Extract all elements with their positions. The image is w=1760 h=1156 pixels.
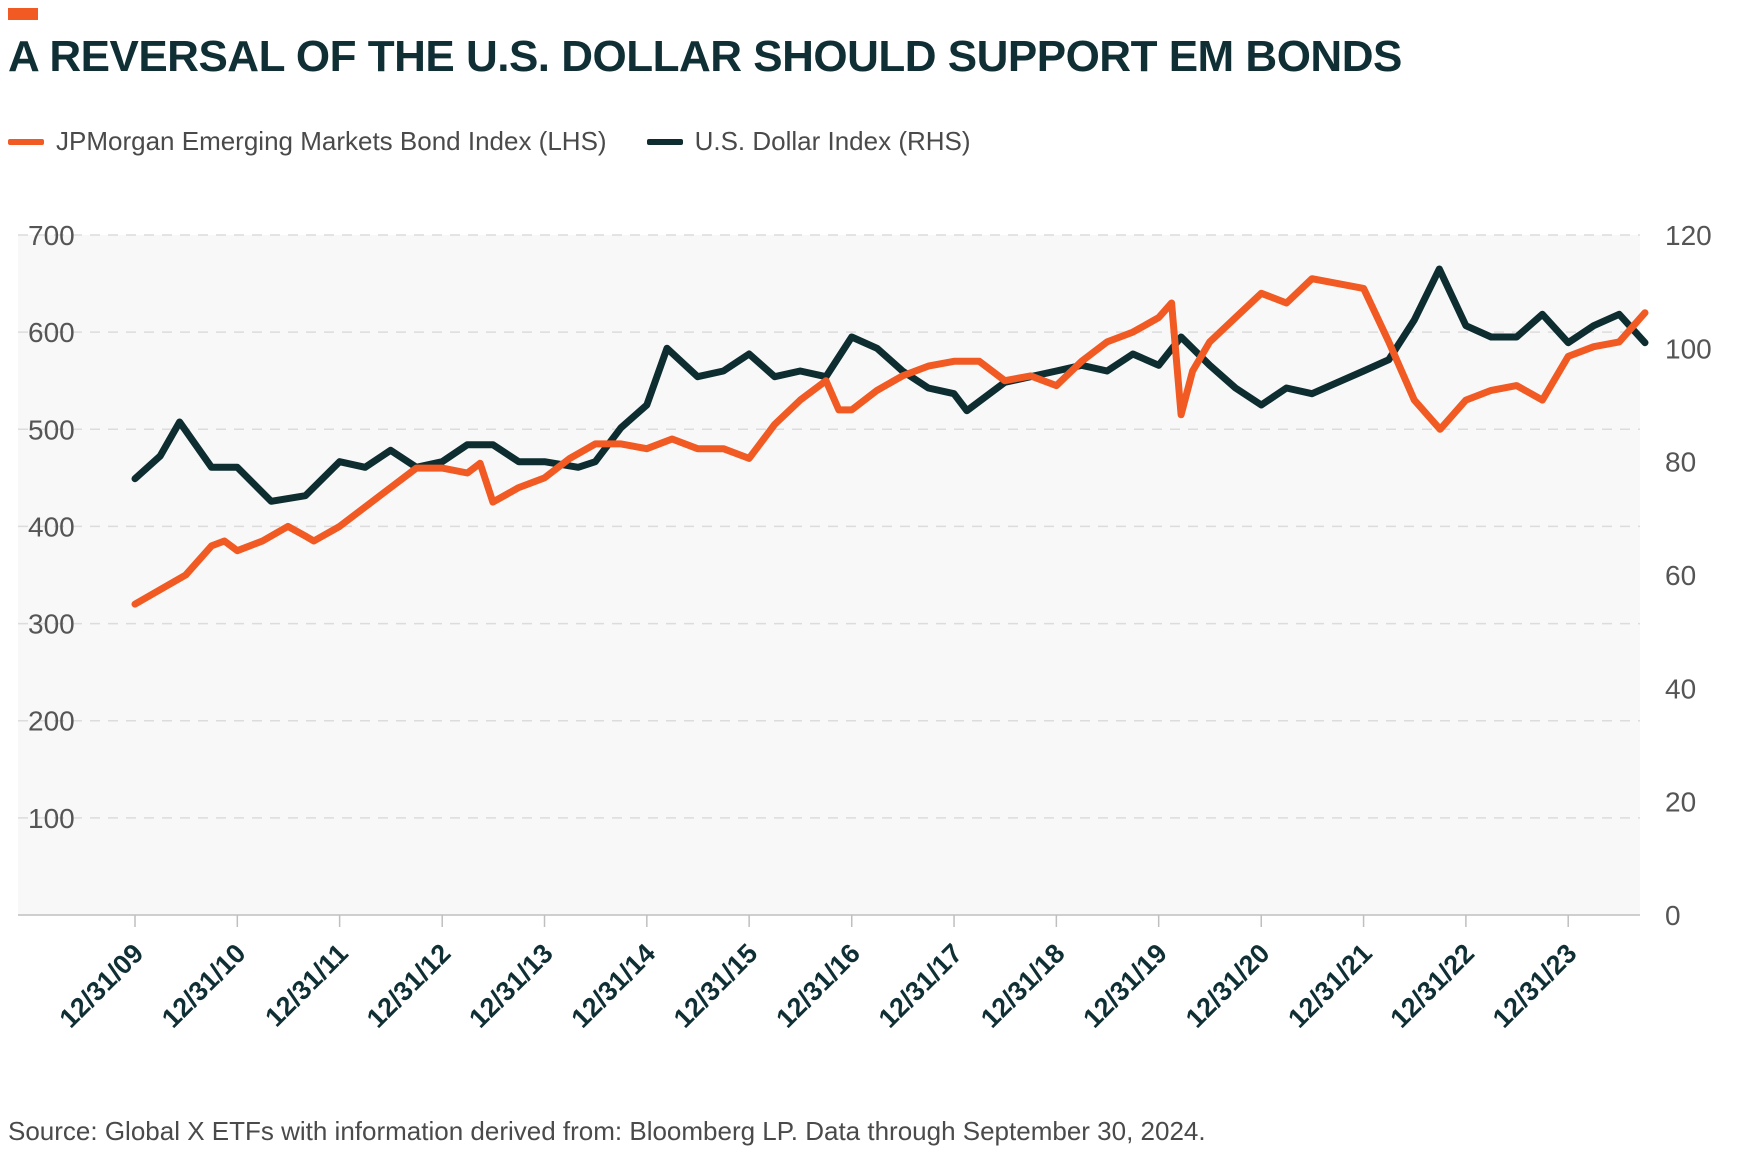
y-left-tick-label: 300 xyxy=(28,609,75,640)
x-tick-label: 12/31/22 xyxy=(1385,938,1481,1034)
x-tick-label: 12/31/10 xyxy=(156,938,252,1034)
y-right-tick-label: 0 xyxy=(1665,900,1681,931)
legend-item-em-bond: JPMorgan Emerging Markets Bond Index (LH… xyxy=(8,126,607,157)
legend-swatch-usd xyxy=(646,138,683,145)
x-tick-label: 12/31/13 xyxy=(463,938,559,1034)
accent-bar xyxy=(8,8,38,20)
legend-label-em-bond: JPMorgan Emerging Markets Bond Index (LH… xyxy=(56,126,607,156)
y-left-tick-label: 400 xyxy=(28,511,75,542)
y-right-tick-label: 80 xyxy=(1665,447,1696,478)
source-note: Source: Global X ETFs with information d… xyxy=(8,1116,1206,1146)
x-tick-label: 12/31/18 xyxy=(975,938,1071,1034)
y-left-tick-label: 500 xyxy=(28,414,75,445)
x-tick-label: 12/31/19 xyxy=(1077,938,1173,1034)
x-tick-label: 12/31/17 xyxy=(873,938,969,1034)
series-line-em-bond xyxy=(131,275,1649,608)
x-tick-label: 12/31/20 xyxy=(1180,938,1276,1034)
y-right-tick-label: 20 xyxy=(1665,787,1696,818)
legend: JPMorgan Emerging Markets Bond Index (LH… xyxy=(8,126,971,157)
x-tick-label: 12/31/14 xyxy=(566,938,662,1034)
chart-title: A REVERSAL OF THE U.S. DOLLAR SHOULD SUP… xyxy=(8,32,1402,81)
legend-item-usd: U.S. Dollar Index (RHS) xyxy=(646,126,971,157)
y-right-tick-label: 60 xyxy=(1665,560,1696,591)
y-right-tick-label: 100 xyxy=(1665,333,1712,364)
y-right-tick-label: 40 xyxy=(1665,673,1696,704)
y-right-tick-label: 120 xyxy=(1665,220,1712,251)
legend-swatch-em-bond xyxy=(8,138,44,145)
legend-label-usd: U.S. Dollar Index (RHS) xyxy=(694,126,971,156)
x-tick-label: 12/31/15 xyxy=(668,938,764,1034)
x-tick-label: 12/31/23 xyxy=(1487,938,1583,1034)
plot-area xyxy=(18,235,1640,915)
y-left-tick-label: 700 xyxy=(28,220,75,251)
y-left-tick-label: 200 xyxy=(28,706,75,737)
x-tick-label: 12/31/16 xyxy=(770,938,866,1034)
series-line-usd xyxy=(131,265,1649,505)
y-left-tick-label: 600 xyxy=(28,317,75,348)
y-left-tick-label: 100 xyxy=(28,803,75,834)
x-tick-label: 12/31/09 xyxy=(54,938,150,1034)
x-tick-label: 12/31/12 xyxy=(361,938,457,1034)
x-tick-label: 12/31/11 xyxy=(259,938,353,1032)
x-tick-label: 12/31/21 xyxy=(1282,938,1378,1034)
